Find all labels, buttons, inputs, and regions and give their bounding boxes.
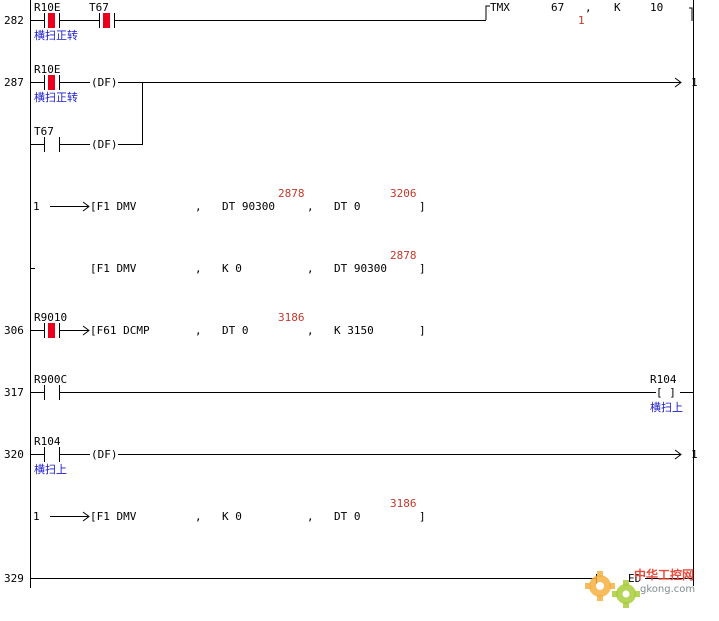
df-modifier: (DF): [91, 138, 118, 151]
step-number: 282: [4, 14, 24, 27]
rung-marker: 1: [33, 510, 40, 523]
instruction-arg: ,: [195, 324, 202, 337]
output-marker: 1: [691, 76, 698, 89]
step-number: 329: [4, 572, 24, 585]
end-instruction[interactable]: ED: [628, 572, 642, 585]
df-modifier: (DF): [91, 448, 118, 461]
contact-r900c: [44, 385, 60, 400]
instruction-arg: DT 90300: [334, 262, 387, 275]
coil-comment: 横扫上: [650, 401, 683, 414]
contact-comment: 横扫正转: [34, 29, 78, 42]
step-number: 306: [4, 324, 24, 337]
instruction-name[interactable]: [F1 DMV: [90, 262, 137, 275]
instruction-arg: K 0: [222, 510, 242, 523]
rung-dmv1-wires: [30, 201, 90, 269]
contact-r10e: [44, 13, 60, 28]
coil-label[interactable]: R104: [650, 373, 677, 386]
monitor-value: 2878: [278, 187, 305, 200]
instruction-arg: DT 0: [334, 200, 361, 213]
instruction-name[interactable]: TMX: [490, 1, 510, 14]
monitor-value: 3206: [390, 187, 417, 200]
rung-dmv3-wires: [50, 511, 90, 522]
contact-comment: 横扫上: [34, 463, 67, 476]
instruction-arg: DT 0: [334, 510, 361, 523]
instruction-arg: ,: [195, 510, 202, 523]
instruction-arg: DT 90300: [222, 200, 275, 213]
watermark-site: 中华工控网: [634, 568, 695, 582]
contact-r10e-df: [44, 75, 60, 90]
instruction-arg: ,: [195, 200, 202, 213]
step-number: 317: [4, 386, 24, 399]
contact-t67: [99, 13, 115, 28]
instruction-name[interactable]: [F1 DMV: [90, 200, 137, 213]
instruction-arg: ,: [307, 510, 314, 523]
contact-r9010: [44, 323, 60, 338]
instruction-arg: ]: [419, 262, 426, 275]
contact-comment: 横扫正转: [34, 91, 78, 104]
instruction-arg: ,: [307, 200, 314, 213]
output-marker: 1: [691, 448, 698, 461]
rung-306-wires: [30, 325, 90, 336]
instruction-arg: ,: [307, 262, 314, 275]
rung-287-wires: [30, 77, 682, 145]
rung-282-wires: [30, 5, 693, 21]
step-number: 320: [4, 448, 24, 461]
contact-label[interactable]: R10E: [34, 63, 61, 76]
instruction-name[interactable]: [F1 DMV: [90, 510, 137, 523]
contact-label[interactable]: T67: [34, 125, 54, 138]
gear-icon: [585, 571, 640, 608]
instruction-arg: ]: [419, 510, 426, 523]
monitor-value: 2878: [390, 249, 417, 262]
contact-label[interactable]: R10E: [34, 1, 61, 14]
instruction-arg: ]: [419, 200, 426, 213]
rung-marker: 1: [33, 200, 40, 213]
instruction-arg: DT 0: [222, 324, 249, 337]
instruction-arg: K: [614, 1, 621, 14]
coil-symbol[interactable]: [ ]: [656, 386, 676, 399]
contact-label[interactable]: R9010: [34, 311, 68, 324]
step-number: 287: [4, 76, 24, 89]
contact-label[interactable]: T67: [89, 1, 109, 14]
instruction-name[interactable]: [F61 DCMP: [90, 324, 150, 337]
instruction-arg: K 0: [222, 262, 242, 275]
monitor-value: 3186: [390, 497, 417, 510]
instruction-arg: ,: [585, 1, 592, 14]
contact-label[interactable]: R104: [34, 435, 61, 448]
rung-320-wires: [30, 449, 682, 460]
contact-r104: [44, 447, 60, 462]
instruction-arg: 67: [551, 1, 565, 14]
contact-t67-df: [44, 137, 60, 152]
contact-label[interactable]: R900C: [34, 373, 68, 386]
instruction-arg: 10: [650, 1, 664, 14]
instruction-arg: ,: [195, 262, 202, 275]
instruction-arg: ,: [307, 324, 314, 337]
monitor-value: 1: [578, 14, 585, 27]
instruction-arg: ]: [419, 324, 426, 337]
watermark-domain: gkong.com: [640, 584, 696, 595]
df-modifier: (DF): [91, 76, 118, 89]
watermark: 中华工控网 gkong.com: [582, 556, 716, 616]
monitor-value: 3186: [278, 311, 305, 324]
instruction-arg: K 3150: [334, 324, 374, 337]
